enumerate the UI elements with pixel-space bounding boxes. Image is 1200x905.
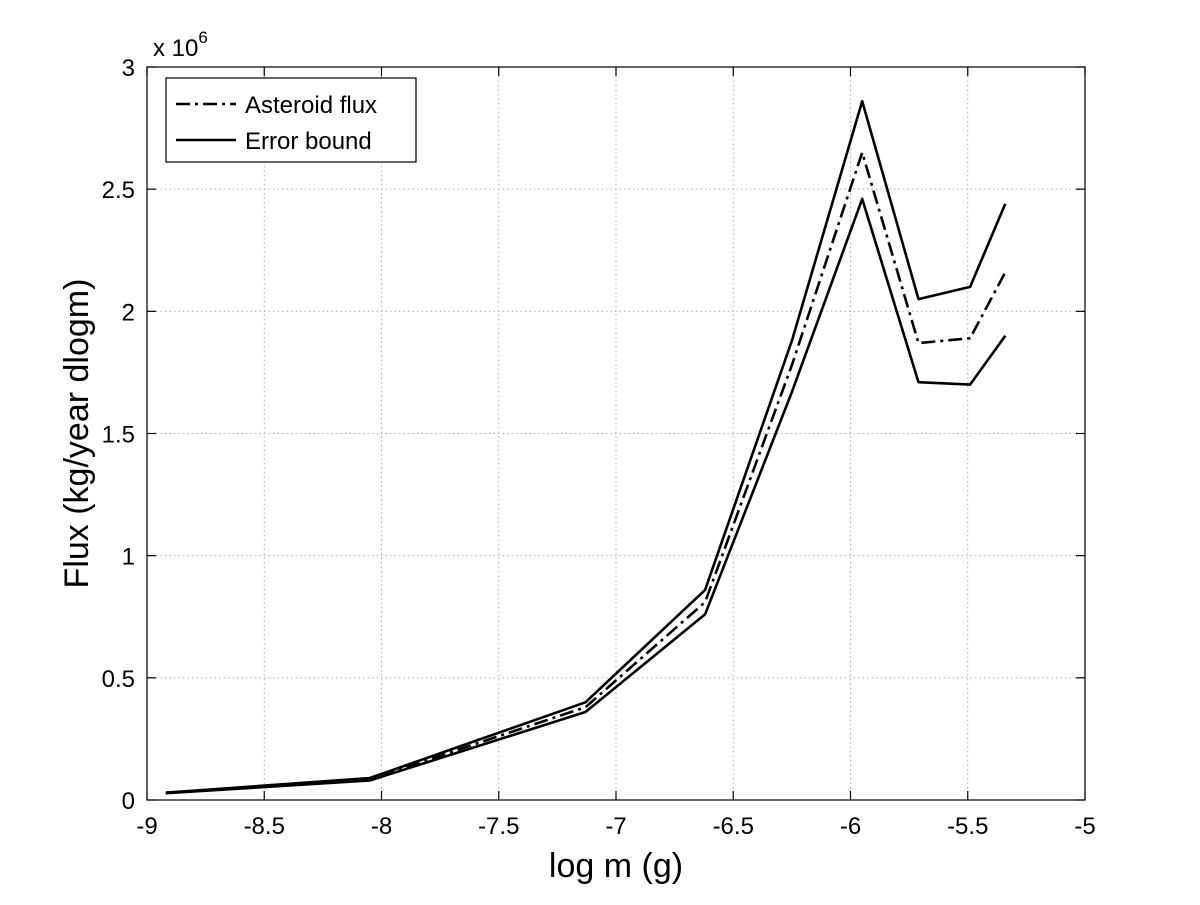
legend-label-asteroid-flux: Asteroid flux	[245, 92, 377, 119]
x-tick-label: -8.5	[244, 813, 285, 840]
y-exponent-base: x 10	[153, 35, 198, 62]
y-exponent-label: x 106	[153, 28, 208, 62]
x-tick-label: -7.5	[478, 813, 519, 840]
series-line-asteroid-flux	[165, 151, 1007, 794]
y-axis-title: Flux (kg/year dlogm)	[58, 279, 96, 589]
y-tick-label: 1.5	[102, 422, 135, 449]
y-tick-label: 2	[122, 299, 135, 326]
x-tick-label: -6.5	[713, 813, 754, 840]
legend: Asteroid flux Error bound	[165, 77, 417, 163]
x-tick-label: -7	[605, 813, 626, 840]
x-tick-label: -5.5	[947, 813, 988, 840]
series-line-error-bound-upper	[165, 99, 1007, 794]
tick-labels: -9 -8.5 -8 -7.5 -7 -6.5 -6 -5.5 -5 0 0.5 1 1.5 2 2.5 3	[102, 55, 1096, 840]
ticks	[146, 66, 1086, 801]
y-exponent-power: 6	[198, 28, 207, 47]
y-tick-label: 1	[122, 544, 135, 571]
y-tick-label: 0	[122, 788, 135, 815]
plot-lines	[165, 99, 1007, 795]
legend-label-error-bound: Error bound	[245, 128, 372, 155]
y-tick-label: 0.5	[102, 666, 135, 693]
y-tick-label: 3	[122, 55, 135, 82]
series-line-error-bound-lower	[165, 197, 1007, 795]
x-tick-label: -9	[136, 813, 157, 840]
y-tick-label: 2.5	[102, 177, 135, 204]
grid	[147, 67, 1085, 800]
x-tick-label: -8	[371, 813, 392, 840]
legend-box	[165, 77, 417, 163]
x-axis-title: log m (g)	[549, 847, 683, 885]
x-tick-label: -5	[1074, 813, 1095, 840]
x-tick-label: -6	[840, 813, 861, 840]
